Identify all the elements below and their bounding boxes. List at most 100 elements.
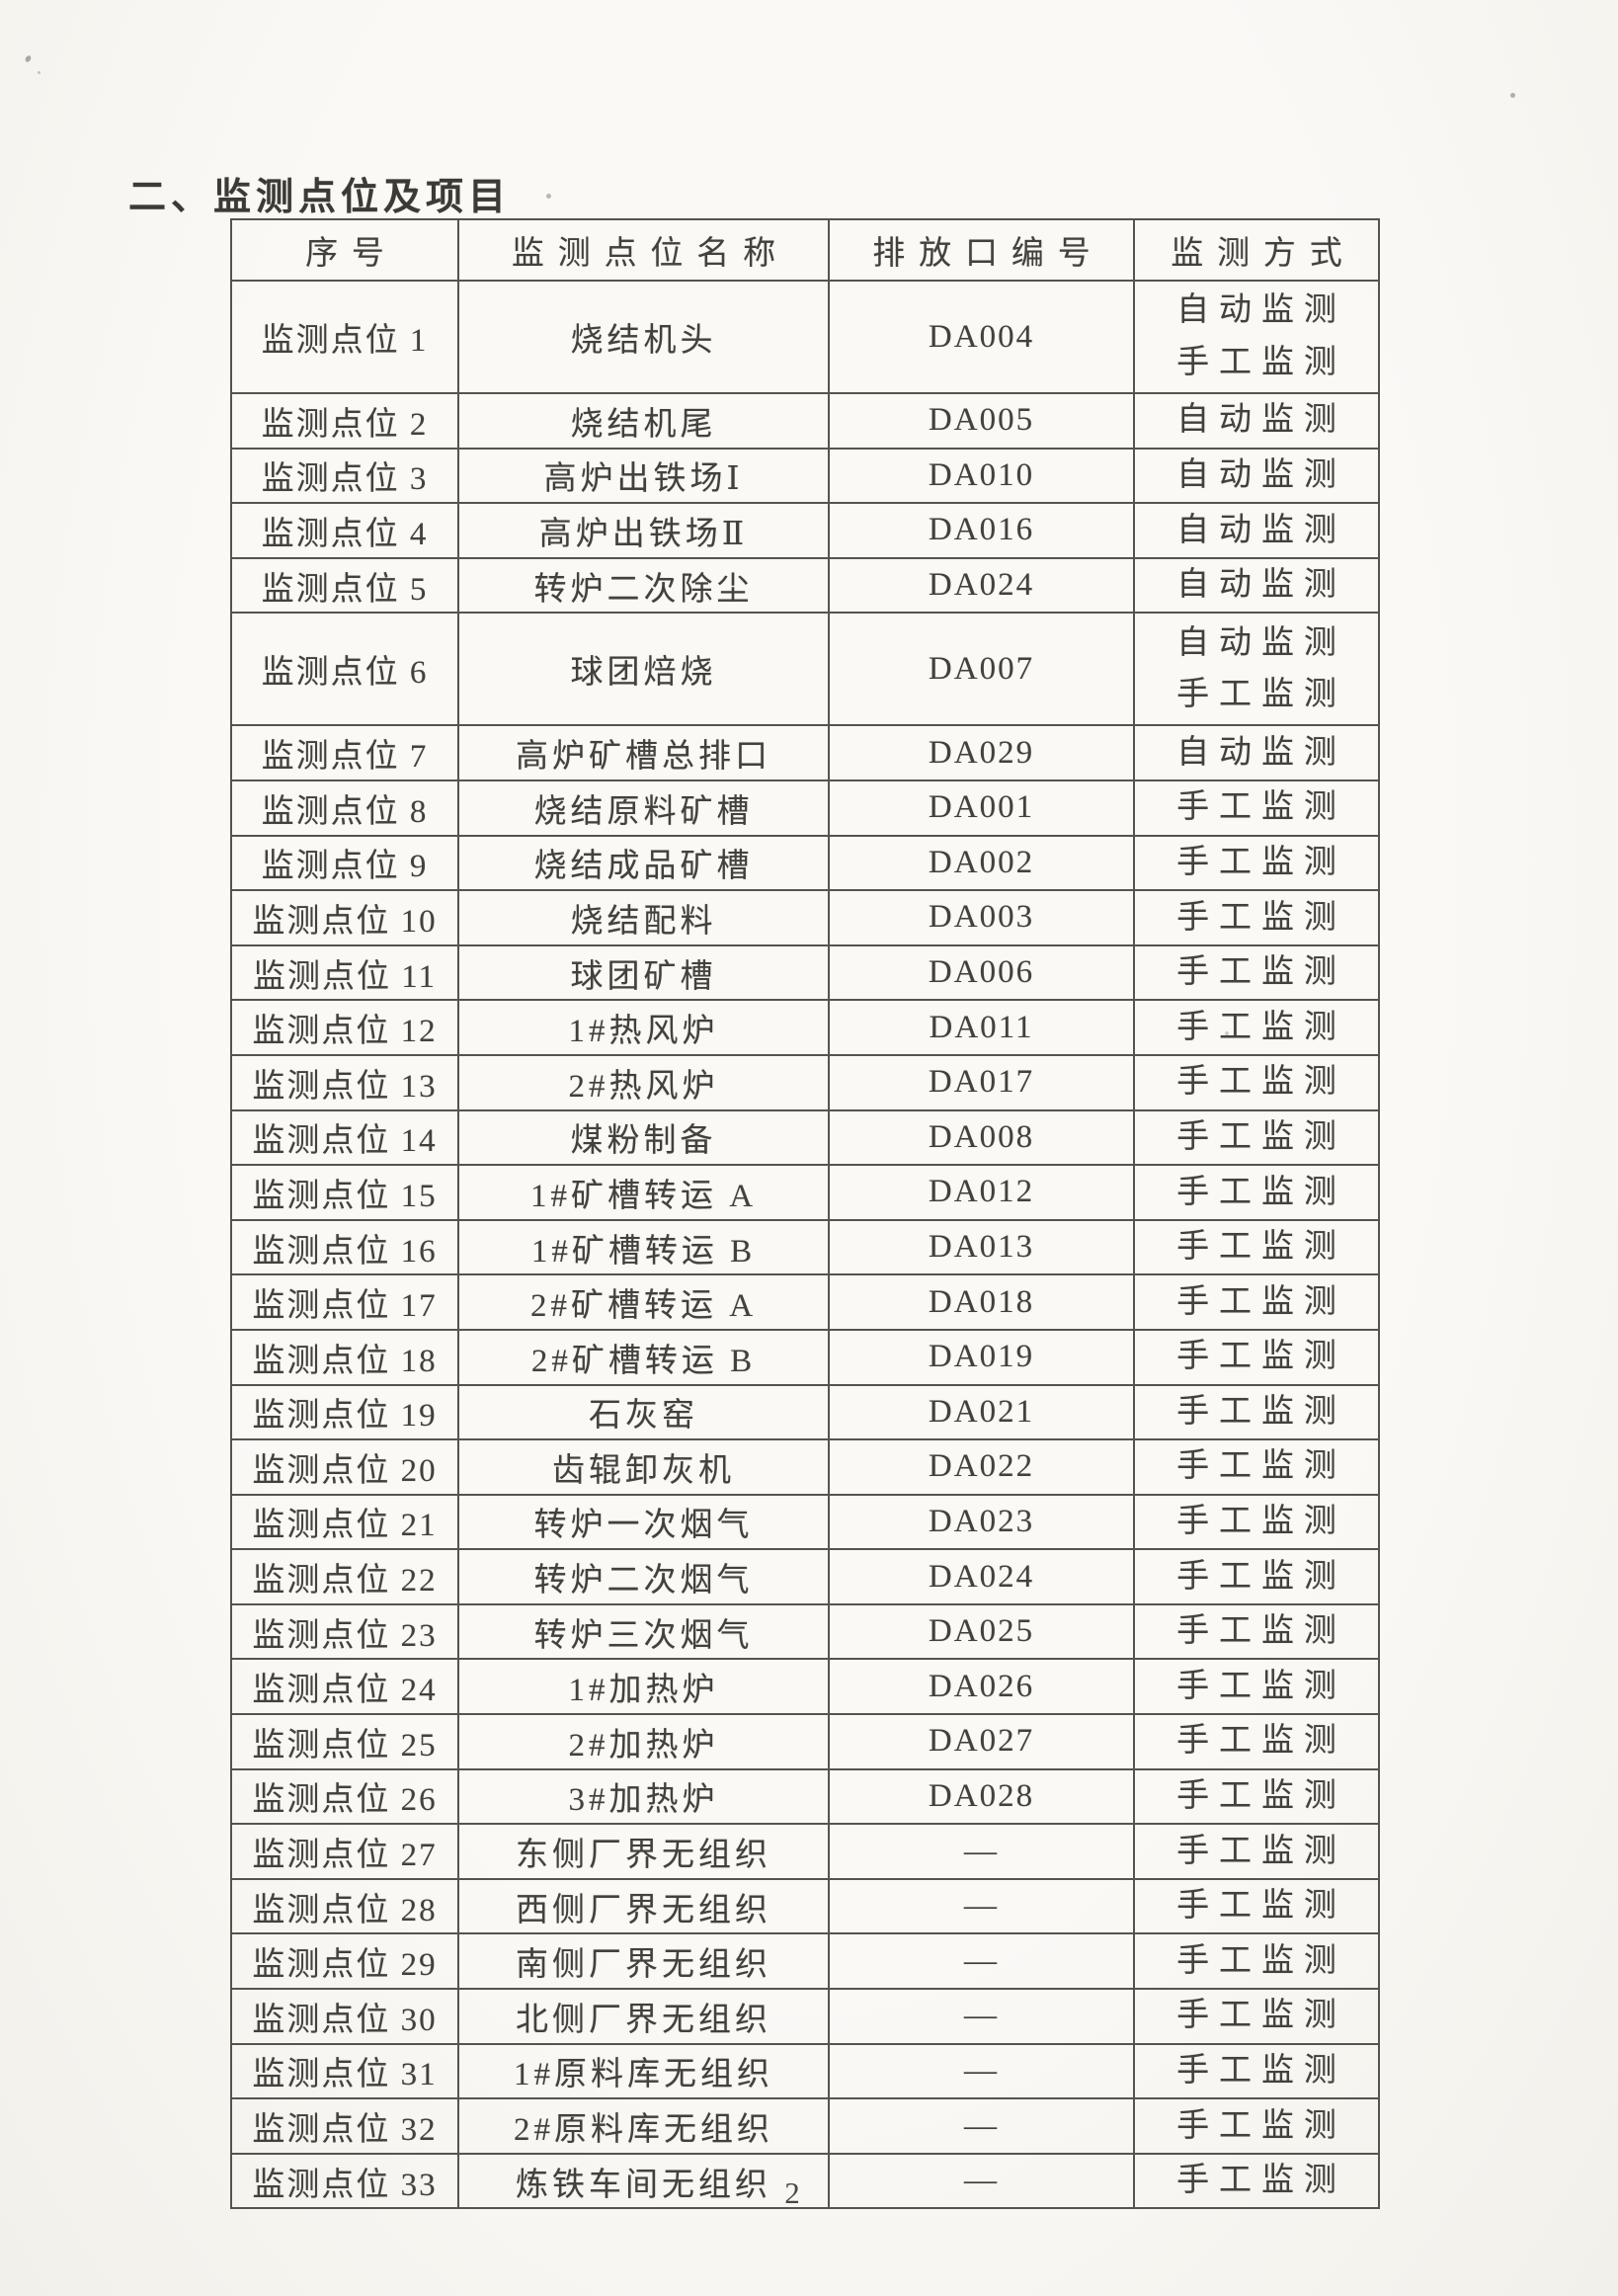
outlet-cell: DA008 bbox=[828, 1108, 1135, 1167]
table-row: 监测点位 12 1#热风炉 DA011 手工监测 bbox=[230, 999, 1380, 1056]
seq-cell: 监测点位 5 bbox=[230, 556, 459, 615]
method-line: 手工监测 bbox=[1176, 1942, 1346, 1979]
method-cell: 自动监测 bbox=[1133, 502, 1380, 559]
outlet-cell: — bbox=[828, 1932, 1135, 1991]
outlet-cell: DA007 bbox=[828, 612, 1135, 727]
seq-cell: 监测点位 33 bbox=[230, 2152, 459, 2210]
seq-cell: 监测点位 12 bbox=[230, 999, 459, 1056]
method-line: 手工监测 bbox=[1176, 1283, 1346, 1320]
table-row: 监测点位 8 烧结原料矿槽 DA001 手工监测 bbox=[230, 779, 1380, 837]
outlet-cell: DA024 bbox=[828, 1548, 1135, 1605]
table-row: 监测点位 29 南侧厂界无组织 — 手工监测 bbox=[230, 1932, 1380, 1991]
table-row: 监测点位 10 烧结配料 DA003 手工监测 bbox=[230, 889, 1380, 946]
outlet-cell: DA004 bbox=[828, 280, 1135, 394]
method-cell: 手工监测 bbox=[1133, 1932, 1380, 1991]
outlet-cell: — bbox=[828, 2152, 1135, 2210]
method-cell: 手工监测 bbox=[1133, 1493, 1380, 1551]
seq-cell: 监测点位 24 bbox=[230, 1658, 459, 1716]
table-row: 监测点位 18 2#矿槽转运 B DA019 手工监测 bbox=[230, 1328, 1380, 1386]
table-row: 监测点位 11 球团矿槽 DA006 手工监测 bbox=[230, 943, 1380, 1002]
name-cell: 烧结配料 bbox=[457, 889, 830, 946]
name-cell: 3#加热炉 bbox=[457, 1767, 830, 1826]
method-line: 手工监测 bbox=[1176, 2107, 1346, 2144]
name-cell: 高炉矿槽总排口 bbox=[457, 724, 830, 781]
table-row: 监测点位 9 烧结成品矿槽 DA002 手工监测 bbox=[230, 834, 1380, 892]
name-cell: 烧结原料矿槽 bbox=[457, 779, 830, 837]
table-row: 监测点位 22 转炉二次烟气 DA024 手工监测 bbox=[230, 1548, 1380, 1605]
table-row: 监测点位 33 炼铁车间无组织 — 手工监测 bbox=[230, 2152, 1380, 2210]
method-cell: 自动监测 bbox=[1133, 447, 1380, 505]
outlet-cell: DA013 bbox=[828, 1218, 1135, 1276]
name-cell: 齿辊卸灰机 bbox=[457, 1438, 830, 1496]
method-cell: 手工监测 bbox=[1133, 1218, 1380, 1276]
seq-cell: 监测点位 4 bbox=[230, 502, 459, 559]
name-cell: 石灰窑 bbox=[457, 1383, 830, 1441]
name-cell: 高炉出铁场Ⅰ bbox=[457, 447, 830, 505]
table-row: 监测点位 21 转炉一次烟气 DA023 手工监测 bbox=[230, 1493, 1380, 1551]
name-cell: 东侧厂界无组织 bbox=[457, 1823, 830, 1880]
table-row: 监测点位 3 高炉出铁场Ⅰ DA010 自动监测 bbox=[230, 447, 1380, 505]
method-line: 手工监测 bbox=[1176, 789, 1346, 826]
method-cell: 手工监测 bbox=[1133, 2042, 1380, 2100]
monitoring-table-header: 序号 监测点位名称 排放口编号 监测方式 bbox=[230, 218, 1380, 282]
name-cell: 烧结机尾 bbox=[457, 392, 830, 450]
method-line: 手工监测 bbox=[1176, 1393, 1346, 1430]
table-row: 监测点位 27 东侧厂界无组织 — 手工监测 bbox=[230, 1823, 1380, 1880]
seq-cell: 监测点位 2 bbox=[230, 392, 459, 450]
method-line: 手工监测 bbox=[1176, 1064, 1346, 1101]
name-cell: 烧结成品矿槽 bbox=[457, 834, 830, 892]
method-cell: 手工监测 bbox=[1133, 1164, 1380, 1221]
name-cell: 球团矿槽 bbox=[457, 943, 830, 1002]
method-line: 手工监测 bbox=[1176, 1174, 1346, 1210]
outlet-cell: — bbox=[828, 2042, 1135, 2100]
method-cell: 手工监测 bbox=[1133, 1988, 1380, 2045]
table-row: 监测点位 6 球团焙烧 DA007 自动监测 手工监测 bbox=[230, 612, 1380, 727]
method-line: 手工监测 bbox=[1176, 1778, 1346, 1815]
method-line: 手工监测 bbox=[1176, 1998, 1346, 2034]
method-cell: 手工监测 bbox=[1133, 779, 1380, 837]
method-line: 手工监测 bbox=[1176, 1009, 1346, 1045]
method-cell: 手工监测 bbox=[1133, 1877, 1380, 1935]
scan-artifact bbox=[1510, 93, 1515, 98]
table-row: 监测点位 32 2#原料库无组织 — 手工监测 bbox=[230, 2097, 1380, 2155]
method-line: 手工监测 bbox=[1176, 2053, 1346, 2090]
seq-cell: 监测点位 27 bbox=[230, 1823, 459, 1880]
outlet-cell: — bbox=[828, 2097, 1135, 2155]
method-cell: 手工监测 bbox=[1133, 1602, 1380, 1661]
method-cell: 手工监测 bbox=[1133, 1548, 1380, 1605]
seq-cell: 监测点位 23 bbox=[230, 1602, 459, 1661]
method-cell: 手工监测 bbox=[1133, 1658, 1380, 1716]
name-cell: 1#矿槽转运 B bbox=[457, 1218, 830, 1276]
method-line: 手工监测 bbox=[1176, 1448, 1346, 1485]
name-cell: 北侧厂界无组织 bbox=[457, 1988, 830, 2045]
method-line: 手工监测 bbox=[1176, 1668, 1346, 1704]
outlet-cell: DA001 bbox=[828, 779, 1135, 837]
seq-cell: 监测点位 10 bbox=[230, 889, 459, 946]
method-line: 手工监测 bbox=[1176, 1229, 1346, 1266]
table-row: 监测点位 30 北侧厂界无组织 — 手工监测 bbox=[230, 1988, 1380, 2045]
method-cell: 自动监测 手工监测 bbox=[1133, 280, 1380, 394]
monitoring-table-body: 监测点位 1 烧结机头 DA004 自动监测 手工监测 监测点位 2 烧结机尾 D… bbox=[230, 280, 1380, 2210]
table-row: 监测点位 7 高炉矿槽总排口 DA029 自动监测 bbox=[230, 724, 1380, 781]
name-cell: 球团焙烧 bbox=[457, 612, 830, 727]
seq-cell: 监测点位 6 bbox=[230, 612, 459, 727]
name-cell: 1#矿槽转运 A bbox=[457, 1164, 830, 1221]
method-line: 手工监测 bbox=[1176, 1888, 1346, 1925]
outlet-cell: DA012 bbox=[828, 1164, 1135, 1221]
method-line: 自动监测 bbox=[1176, 292, 1346, 329]
seq-cell: 监测点位 11 bbox=[230, 943, 459, 1002]
method-cell: 手工监测 bbox=[1133, 1108, 1380, 1167]
method-line: 自动监测 bbox=[1176, 512, 1346, 548]
outlet-cell: DA016 bbox=[828, 502, 1135, 559]
seq-cell: 监测点位 32 bbox=[230, 2097, 459, 2155]
scan-artifact bbox=[38, 71, 40, 74]
name-cell: 西侧厂界无组织 bbox=[457, 1877, 830, 1935]
outlet-cell: — bbox=[828, 1823, 1135, 1880]
table-row: 监测点位 26 3#加热炉 DA028 手工监测 bbox=[230, 1767, 1380, 1826]
name-cell: 转炉二次除尘 bbox=[457, 556, 830, 615]
seq-cell: 监测点位 31 bbox=[230, 2042, 459, 2100]
method-line: 手工监测 bbox=[1176, 2163, 1346, 2199]
method-line: 自动监测 bbox=[1176, 734, 1346, 771]
name-cell: 烧结机头 bbox=[457, 280, 830, 394]
seq-cell: 监测点位 22 bbox=[230, 1548, 459, 1605]
